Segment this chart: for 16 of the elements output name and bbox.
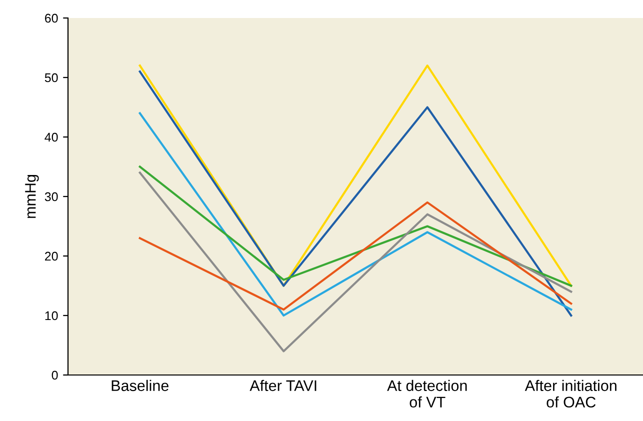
x-tick-label: After initiation of OAC: [524, 380, 616, 408]
line-series: [138, 172, 572, 352]
y-axis-title: mmHg: [25, 174, 39, 218]
y-tick-label: 0: [52, 370, 58, 380]
y-tick-label: 10: [45, 311, 58, 320]
line-series: [138, 201, 572, 311]
y-tick-label: 20: [45, 252, 58, 261]
line-series: [138, 166, 572, 287]
x-tick-label: At detection of VT: [387, 380, 467, 408]
y-tick-label: 30: [44, 192, 58, 202]
x-tick-label: Baseline: [112, 380, 168, 392]
y-tick-label: 60: [45, 14, 58, 23]
line-series: [138, 112, 572, 317]
y-tick-label: 40: [44, 132, 58, 142]
x-tick-label: After TAVI: [250, 380, 316, 392]
y-tick-label: 50: [44, 73, 58, 82]
